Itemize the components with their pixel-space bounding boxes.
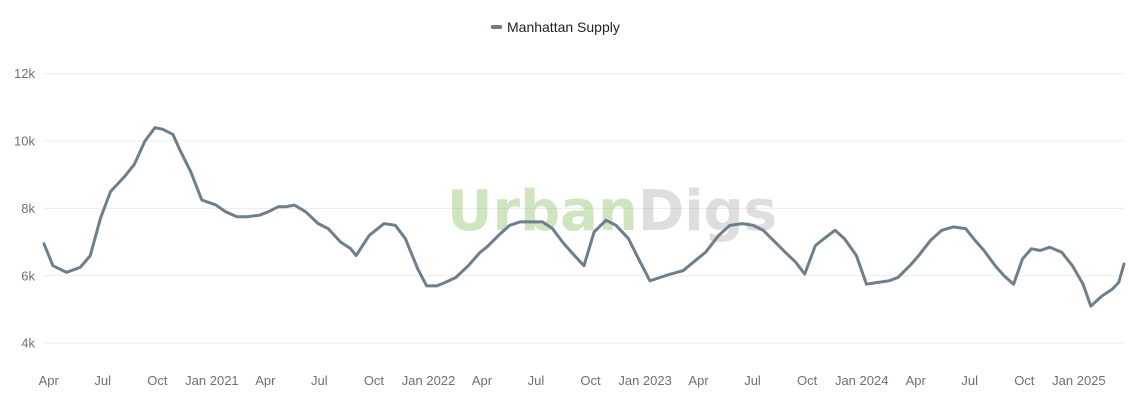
x-tick-label: Oct: [364, 373, 385, 388]
x-tick-label: Jul: [961, 373, 978, 388]
y-tick-label: 4k: [21, 336, 35, 351]
series-line-manhattan-supply[interactable]: [42, 126, 1126, 308]
x-tick-label: Jul: [311, 373, 328, 388]
gridlines: [44, 73, 1124, 344]
x-tick-label: Jan 2025: [1052, 373, 1106, 388]
x-tick-label: Jan 2022: [402, 373, 456, 388]
y-tick-label: 6k: [21, 268, 35, 283]
y-tick-label: 12k: [14, 66, 35, 81]
x-tick-label: Apr: [39, 373, 60, 388]
x-tick-label: Jan 2021: [185, 373, 239, 388]
watermark-digs: Digs: [638, 179, 777, 244]
y-tick-label: 8k: [21, 201, 35, 216]
watermark-urban: Urban: [447, 179, 638, 244]
x-tick-label: Oct: [147, 373, 168, 388]
x-tick-label: Oct: [797, 373, 818, 388]
svg-text:UrbanDigs: UrbanDigs: [447, 179, 777, 244]
series-layer: [42, 126, 1126, 308]
legend-label-manhattan-supply[interactable]: Manhattan Supply: [507, 19, 620, 35]
x-tick-label: Apr: [906, 373, 927, 388]
legend-swatch-manhattan-supply[interactable]: [491, 25, 502, 29]
legend[interactable]: Manhattan Supply: [491, 19, 620, 35]
x-tick-label: Apr: [255, 373, 276, 388]
y-tick-label: 10k: [14, 134, 35, 149]
x-tick-label: Apr: [688, 373, 709, 388]
x-tick-label: Jul: [528, 373, 545, 388]
x-tick-label: Jan 2024: [835, 373, 889, 388]
y-axis: 4k 6k 8k 10k 12k: [14, 66, 35, 350]
x-axis: Apr Jul Oct Jan 2021 Apr Jul Oct Jan 2022 Apr Jul…: [39, 373, 1106, 388]
x-tick-label: Jul: [94, 373, 111, 388]
x-tick-label: Jan 2023: [618, 373, 672, 388]
x-tick-label: Oct: [580, 373, 601, 388]
x-tick-label: Apr: [472, 373, 493, 388]
urbandigs-watermark: UrbanDigs: [447, 179, 777, 244]
x-tick-label: Jul: [744, 373, 761, 388]
x-tick-label: Oct: [1014, 373, 1035, 388]
